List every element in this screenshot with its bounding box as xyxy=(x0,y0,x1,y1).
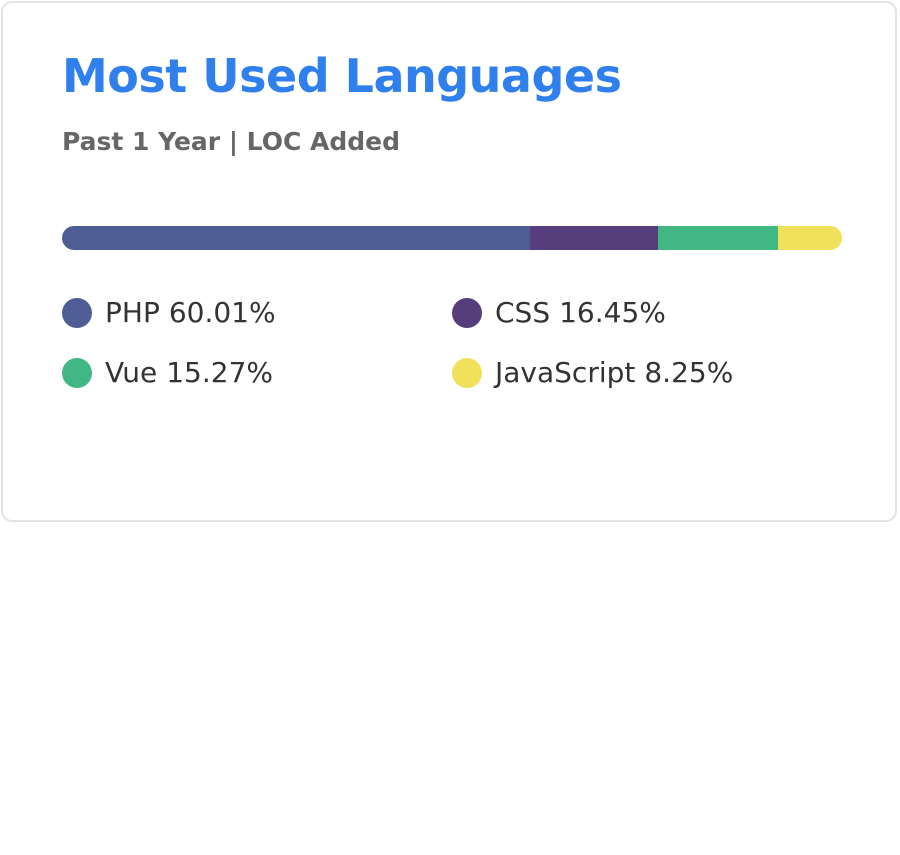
legend-value-javascript: 8.25% xyxy=(644,356,734,389)
legend-dot-javascript xyxy=(452,358,482,388)
legend-dot-php xyxy=(62,298,92,328)
legend-label-css: CSS xyxy=(495,296,551,329)
chart-legend: PHP 60.01% CSS 16.45% Vue 15.27% JavaScript 8.2… xyxy=(62,297,862,389)
languages-card: Most Used Languages Past 1 Year | LOC Ad… xyxy=(1,1,897,522)
bar-segment-javascript xyxy=(777,226,842,250)
legend-value-css: 16.45% xyxy=(559,296,666,329)
legend-label-php: PHP xyxy=(105,296,160,329)
legend-value-vue: 15.27% xyxy=(166,356,273,389)
legend-item-css: CSS 16.45% xyxy=(452,297,842,329)
language-progress-bar xyxy=(62,226,842,250)
bar-segment-php xyxy=(62,226,531,250)
legend-item-vue: Vue 15.27% xyxy=(62,357,452,389)
legend-label-javascript: JavaScript xyxy=(495,356,636,389)
bar-segment-css xyxy=(530,226,659,250)
chart-subtitle: Past 1 Year | LOC Added xyxy=(62,127,400,156)
bar-segment-vue xyxy=(658,226,778,250)
legend-value-php: 60.01% xyxy=(168,296,276,329)
legend-item-javascript: JavaScript 8.25% xyxy=(452,357,842,389)
legend-dot-vue xyxy=(62,358,92,388)
chart-title: Most Used Languages xyxy=(62,49,622,103)
legend-item-php: PHP 60.01% xyxy=(62,297,452,329)
legend-label-vue: Vue xyxy=(105,356,158,389)
legend-dot-css xyxy=(452,298,482,328)
